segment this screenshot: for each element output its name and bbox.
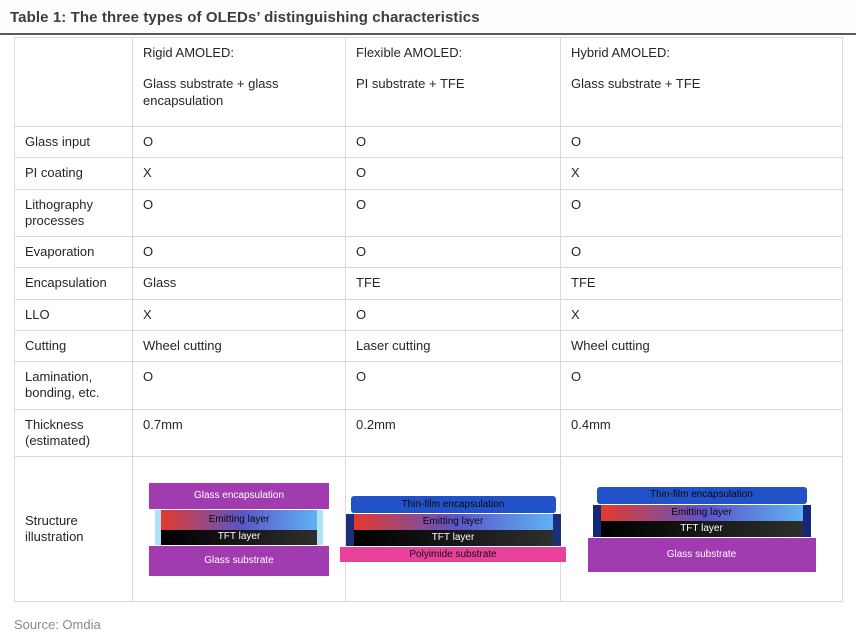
column-subtitle: PI substrate + TFE (356, 76, 465, 92)
row-label: LLO (14, 298, 133, 331)
cell-value: 0.2mm (345, 408, 561, 457)
table-row-glass-input: Glass input O O O (14, 125, 843, 159)
table-header-row: Rigid AMOLED: Glass substrate + glass en… (14, 37, 843, 127)
structure-illustration-flexible: Thin-film encapsulation Emitting layer T… (340, 496, 566, 562)
cell-value: O (560, 125, 843, 159)
cell-value: O (560, 188, 843, 237)
column-subtitle: Glass substrate + glass encapsulation (143, 76, 279, 108)
cell-value: TFE (345, 267, 561, 300)
polyimide-substrate-layer: Polyimide substrate (340, 547, 566, 562)
glass-substrate-layer: Glass substrate (587, 537, 816, 572)
row-label: Thickness (estimated) (14, 408, 133, 457)
header-empty-cell (14, 37, 133, 127)
edge-seal-left (592, 504, 601, 537)
oled-comparison-table: Rigid AMOLED: Glass substrate + glass en… (14, 37, 843, 602)
cell-value: O (132, 125, 346, 159)
table-row-encapsulation: Encapsulation Glass TFE TFE (14, 267, 843, 300)
table-row-lithography: Lithography processes O O O (14, 188, 843, 237)
cell-value: X (132, 298, 346, 331)
oled-stack: Emitting layer TFT layer (592, 504, 811, 537)
thin-film-encapsulation-layer: Thin-film encapsulation (350, 496, 556, 513)
tft-layer: TFT layer (600, 520, 803, 537)
row-label: Evaporation (14, 235, 133, 269)
cell-value: X (560, 298, 843, 331)
cell-value: O (345, 125, 561, 159)
page-title: Table 1: The three types of OLEDs’ disti… (10, 9, 480, 26)
header-hybrid: Hybrid AMOLED: Glass substrate + TFE (560, 37, 843, 127)
table-wrapper: Rigid AMOLED: Glass substrate + glass en… (0, 37, 856, 602)
cell-value: X (132, 157, 346, 190)
column-title: Rigid AMOLED: (143, 45, 235, 60)
edge-seal-right (552, 514, 561, 546)
thin-film-encapsulation-layer: Thin-film encapsulation (596, 486, 807, 504)
cell-value: Wheel cutting (560, 329, 843, 363)
table-row-llo: LLO X O X (14, 298, 843, 331)
cell-value: O (132, 361, 346, 410)
row-label: Encapsulation (14, 267, 133, 300)
oled-stack: Emitting layer TFT layer (345, 514, 561, 546)
edge-seal-left (345, 514, 354, 546)
tft-layer: TFT layer (353, 530, 553, 546)
cell-value: Wheel cutting (132, 329, 346, 363)
cell-value: TFE (560, 267, 843, 300)
cell-value: Glass (132, 267, 346, 300)
table-title-bar: Table 1: The three types of OLEDs’ disti… (0, 0, 856, 35)
table-row-lamination: Lamination, bonding, etc. O O O (14, 361, 843, 410)
row-label: PI coating (14, 157, 133, 190)
illustration-cell-hybrid: Thin-film encapsulation Emitting layer T… (560, 456, 843, 602)
emitting-layer: Emitting layer (600, 504, 803, 521)
cell-value: O (345, 157, 561, 190)
header-rigid: Rigid AMOLED: Glass substrate + glass en… (132, 37, 346, 127)
table-row-evaporation: Evaporation O O O (14, 235, 843, 269)
tft-layer: TFT layer (161, 529, 317, 545)
column-subtitle: Glass substrate + TFE (571, 76, 701, 92)
edge-seal-right (802, 504, 811, 537)
row-label: Cutting (14, 329, 133, 363)
column-title: Flexible AMOLED: (356, 45, 463, 60)
row-label: Lithography processes (14, 188, 133, 237)
emitting-layer: Emitting layer (353, 514, 553, 530)
column-title: Hybrid AMOLED: (571, 45, 670, 60)
header-flexible: Flexible AMOLED: PI substrate + TFE (345, 37, 561, 127)
cell-value: O (132, 188, 346, 237)
glass-encapsulation-layer: Glass encapsulation (149, 482, 329, 509)
row-label: Structure illustration (14, 456, 133, 602)
structure-illustration-rigid: Glass encapsulation Emitting layer TFT l… (137, 482, 341, 576)
cell-value: X (560, 157, 843, 190)
cell-value: 0.4mm (560, 408, 843, 457)
oled-stack: Emitting layer TFT layer (155, 509, 323, 545)
glass-substrate-layer: Glass substrate (149, 545, 329, 576)
structure-illustration-hybrid: Thin-film encapsulation Emitting layer T… (565, 486, 838, 572)
cell-value: O (345, 235, 561, 269)
table-row-structure-illustration: Structure illustration Glass encapsulati… (14, 456, 843, 602)
cell-value: 0.7mm (132, 408, 346, 457)
cell-value: Laser cutting (345, 329, 561, 363)
edge-seal-right (317, 509, 323, 545)
illustration-cell-flexible: Thin-film encapsulation Emitting layer T… (340, 456, 566, 602)
source-note: Source: Omdia (14, 617, 101, 632)
table-row-cutting: Cutting Wheel cutting Laser cutting Whee… (14, 329, 843, 363)
cell-value: O (132, 235, 346, 269)
table-row-thickness: Thickness (estimated) 0.7mm 0.2mm 0.4mm (14, 408, 843, 457)
cell-value: O (345, 361, 561, 410)
emitting-layer: Emitting layer (161, 509, 317, 530)
cell-value: O (345, 298, 561, 331)
row-label: Glass input (14, 125, 133, 159)
cell-value: O (560, 361, 843, 410)
illustration-cell-rigid: Glass encapsulation Emitting layer TFT l… (132, 456, 346, 602)
table-row-pi-coating: PI coating X O X (14, 157, 843, 190)
cell-value: O (345, 188, 561, 237)
edge-seal-left (155, 509, 161, 545)
cell-value: O (560, 235, 843, 269)
row-label: Lamination, bonding, etc. (14, 361, 133, 410)
